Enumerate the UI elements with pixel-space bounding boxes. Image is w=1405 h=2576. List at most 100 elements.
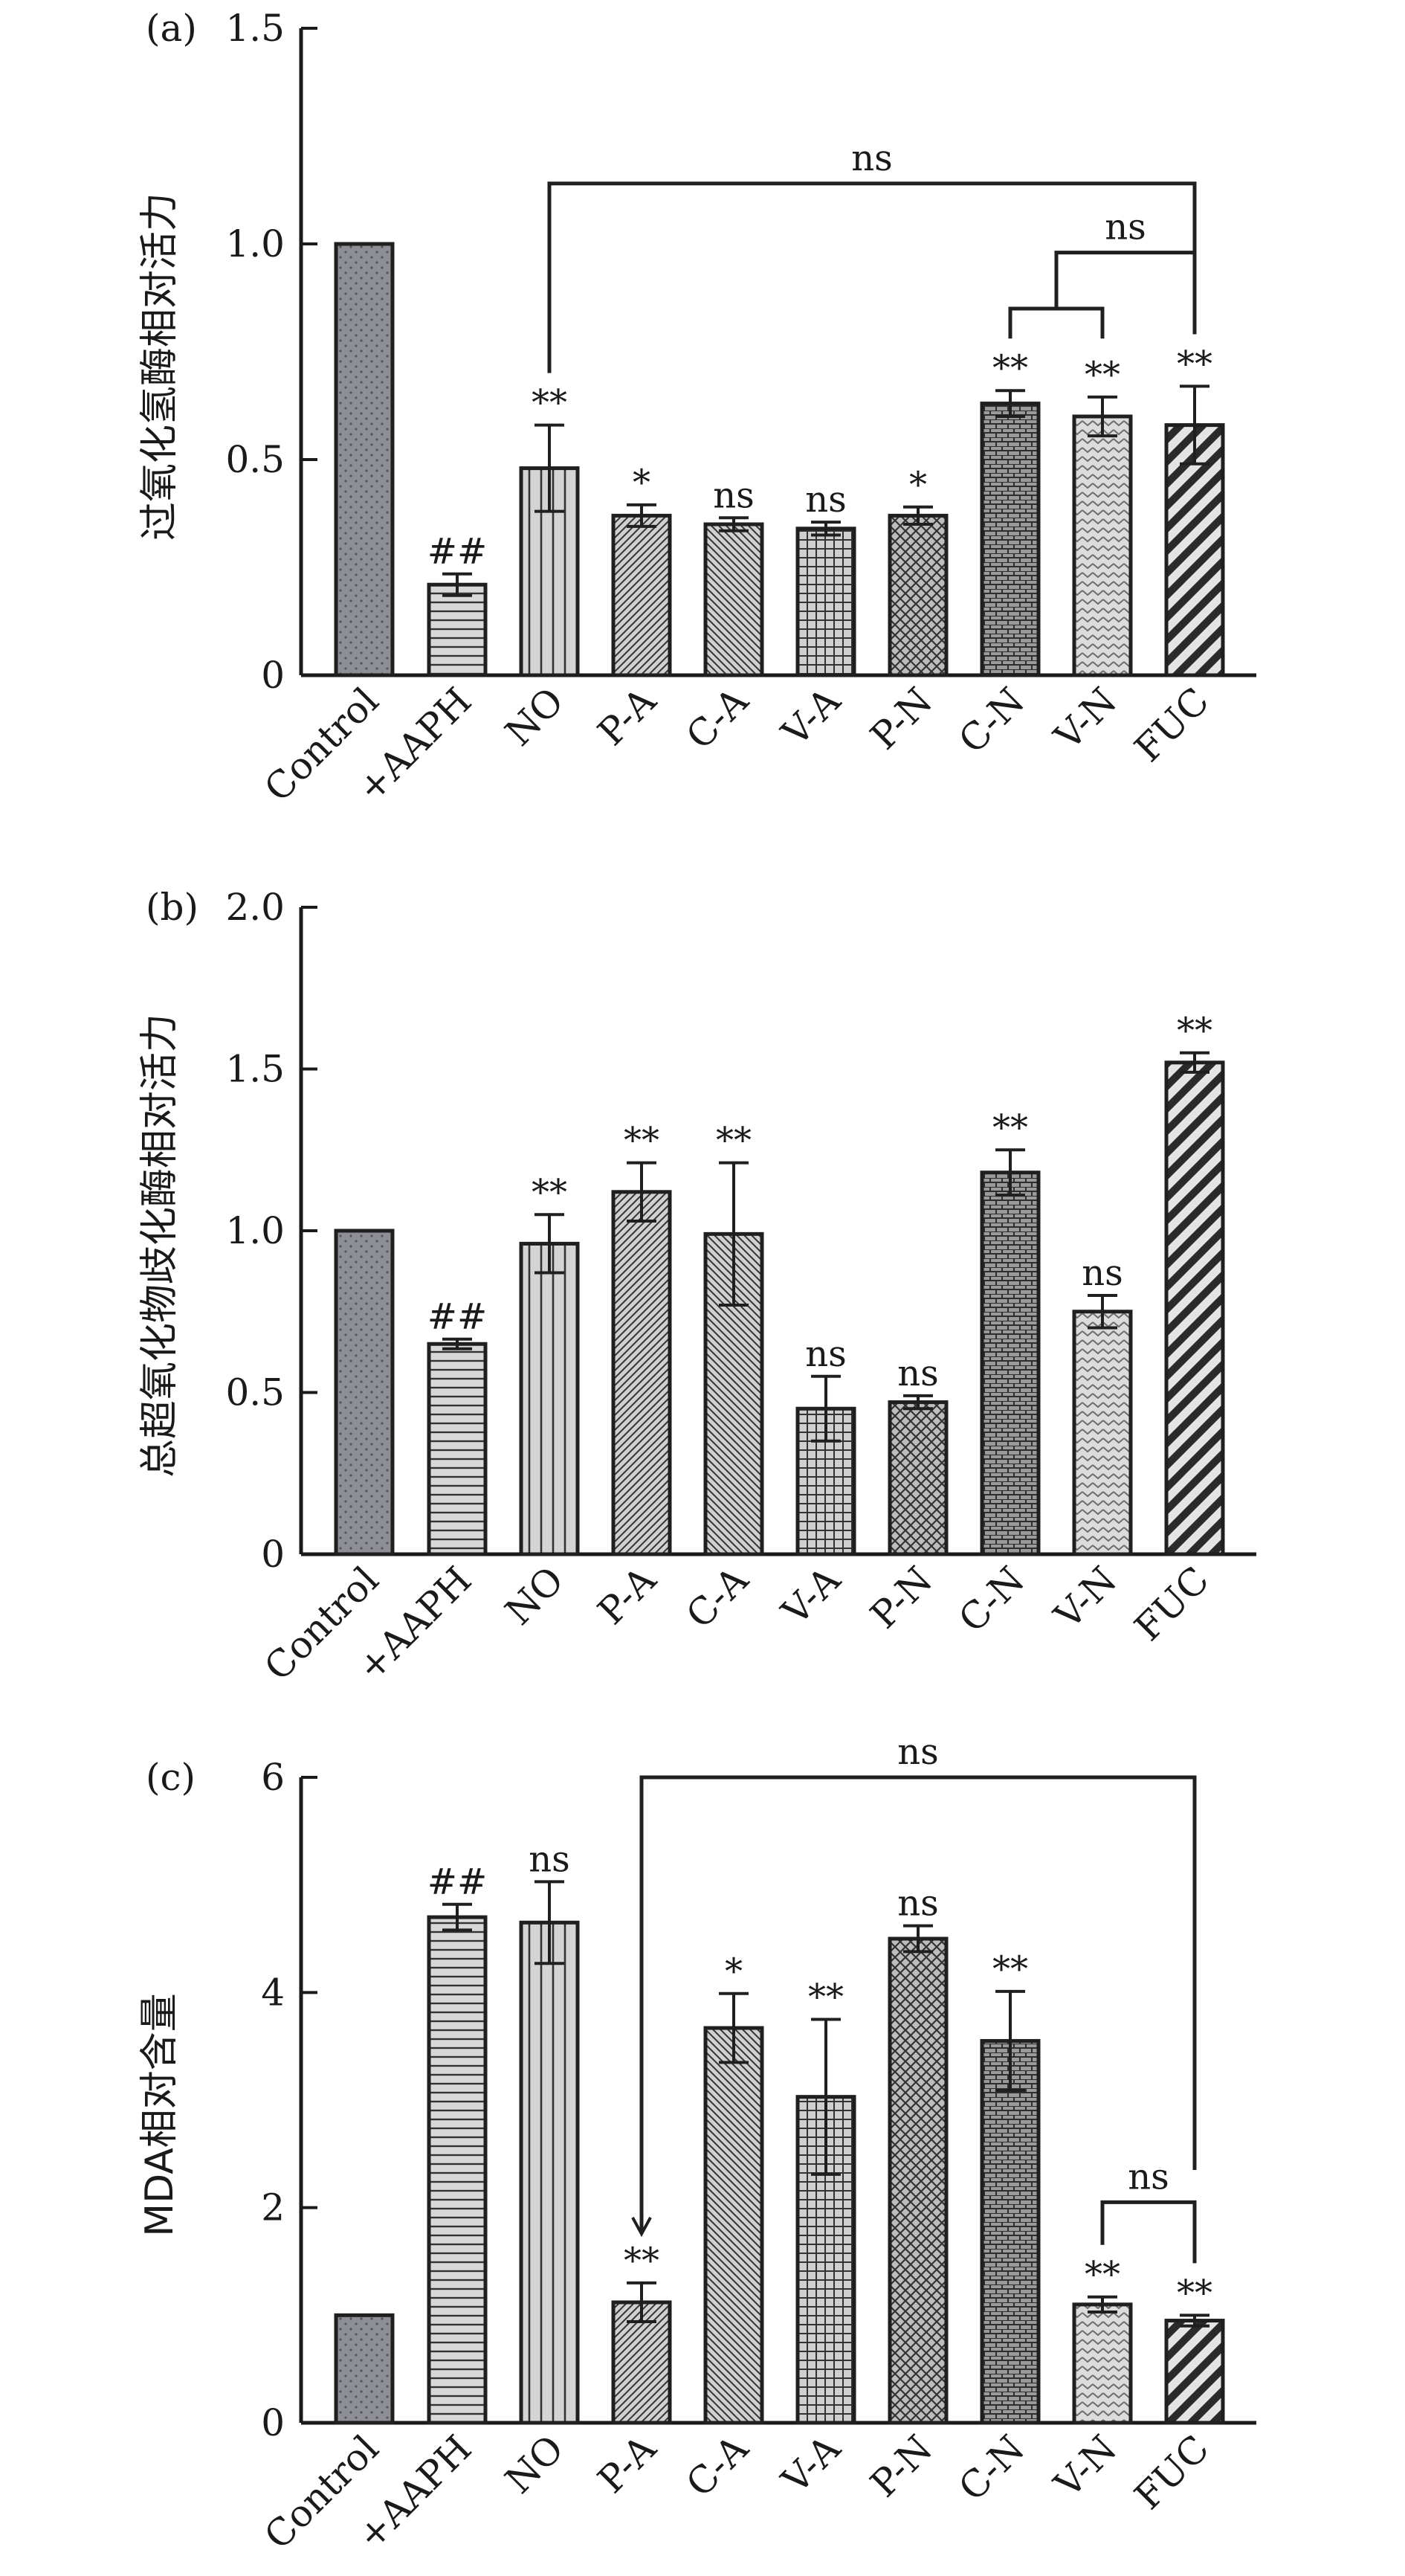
bar-aaph [427, 1342, 488, 1556]
bar-control [334, 1229, 395, 1556]
y-tick-label: 1.5 [225, 7, 285, 50]
bar-aaph [427, 582, 488, 677]
significance-label: ** [992, 1948, 1028, 1990]
x-tick-label: P-N [862, 679, 941, 758]
x-tick-label: V-N [1046, 2427, 1125, 2506]
error-bar [534, 1880, 564, 1965]
bar-fuc [1164, 2319, 1225, 2425]
bracket-label: ns [1128, 2156, 1169, 2197]
significance-label: ** [624, 1120, 659, 1162]
error-bar [534, 423, 564, 513]
bar-cn [980, 2038, 1041, 2425]
x-tick-label: V-N [1046, 679, 1125, 759]
y-tick-label: 0 [261, 1533, 285, 1576]
significance-label: ns [713, 474, 755, 516]
bracket-label: ns [1105, 207, 1146, 248]
comparison-bracket: ns [1008, 207, 1197, 339]
comparison-bracket: ns [1100, 2156, 1197, 2264]
bar-pn [888, 1936, 949, 2425]
comparison-bracket: ns [631, 1731, 1197, 2238]
y-tick-label: 0.5 [225, 1371, 285, 1414]
bar-pa [611, 513, 672, 677]
significance-label: ** [1085, 2254, 1120, 2296]
significance-label: ** [532, 1171, 567, 1213]
bar-control [334, 242, 395, 677]
bar-cn [980, 1171, 1041, 1556]
bar-pa [611, 1190, 672, 1556]
error-bar [719, 516, 749, 532]
error-bar [627, 1161, 656, 1223]
panel-label: (a) [146, 7, 197, 50]
chart-panel-a: 00.51.01.5(a)过氧化氢酶相对活力Control##+AAPH**NO… [138, 7, 1256, 811]
y-tick-label: 4 [261, 1971, 285, 2014]
significance-label: ** [1085, 354, 1120, 396]
y-tick-label: 1.0 [225, 1209, 285, 1252]
x-tick-label: NO [497, 2427, 572, 2502]
x-tick-label: P-A [590, 679, 665, 754]
significance-label: ## [427, 1296, 487, 1338]
significance-label: * [909, 464, 927, 506]
significance-label: ns [1082, 1252, 1123, 1294]
error-bar [811, 2018, 841, 2176]
y-tick-label: 2.0 [225, 886, 285, 929]
significance-label: ## [427, 531, 487, 573]
x-tick-label: V-A [773, 2427, 849, 2502]
y-tick-label: 2 [261, 2186, 285, 2229]
x-tick-label: V-A [773, 679, 849, 755]
y-axis-title: 总超氧化物歧化酶相对活力 [138, 1014, 182, 1478]
significance-label: ** [1177, 2272, 1212, 2313]
x-tick-label: C-N [951, 2427, 1033, 2509]
bar-pn [888, 513, 949, 677]
y-axis-title: 过氧化氢酶相对活力 [138, 193, 182, 541]
error-bar [1088, 2295, 1117, 2313]
bar-no [519, 1241, 580, 1556]
error-bar [995, 1989, 1025, 2092]
error-bar [627, 503, 656, 528]
x-tick-label: C-A [678, 2427, 757, 2505]
error-bar [1088, 395, 1117, 438]
significance-label: ns [805, 1333, 847, 1375]
x-tick-label: P-A [590, 2427, 665, 2502]
bar-va [795, 527, 856, 677]
error-bar [903, 505, 933, 526]
bar-pn [888, 1400, 949, 1556]
significance-label: ns [529, 1838, 570, 1880]
y-tick-label: 0.5 [225, 438, 285, 481]
significance-label: ** [1177, 343, 1212, 384]
x-tick-label: C-A [678, 1558, 757, 1637]
error-bar [442, 572, 472, 597]
significance-label: ns [897, 1353, 939, 1394]
x-tick-label: P-A [590, 1558, 665, 1633]
chart-panel-b: 00.51.01.52.0(b)总超氧化物歧化酶相对活力Control##+AA… [138, 886, 1256, 1690]
x-tick-label: P-N [862, 1558, 941, 1637]
significance-label: ** [808, 1977, 844, 2018]
significance-label: ** [716, 1120, 752, 1162]
x-tick-label: V-N [1046, 1558, 1125, 1638]
bar-vn [1072, 1310, 1133, 1556]
x-tick-label: FUC [1126, 2427, 1217, 2517]
bar-cn [980, 402, 1041, 677]
error-bar [1088, 1294, 1117, 1330]
x-tick-label: V-A [773, 1558, 849, 1634]
error-bar [811, 521, 841, 537]
y-tick-label: 1.5 [225, 1048, 285, 1091]
bar-ca [703, 2026, 764, 2425]
bar-ca [703, 522, 764, 677]
significance-label: ** [624, 2240, 659, 2282]
significance-label: ## [427, 1861, 487, 1903]
chart-panel-c: 0246(c)MDA相对含量Control##+AAPHnsNO**P-A*C-… [138, 1731, 1256, 2558]
significance-label: ** [992, 1107, 1028, 1148]
significance-label: ns [897, 1883, 939, 1925]
y-tick-label: 6 [261, 1756, 285, 1799]
x-tick-label: C-N [951, 679, 1033, 761]
x-tick-label: C-N [951, 1558, 1033, 1640]
panel-label: (b) [146, 886, 198, 929]
y-tick-label: 1.0 [225, 222, 285, 265]
error-bar [1180, 1051, 1209, 1074]
bar-no [519, 1920, 580, 2425]
error-bar [442, 1337, 472, 1350]
bar-fuc [1164, 423, 1225, 677]
error-bar [627, 2281, 656, 2324]
significance-label: ** [1177, 1010, 1212, 1052]
